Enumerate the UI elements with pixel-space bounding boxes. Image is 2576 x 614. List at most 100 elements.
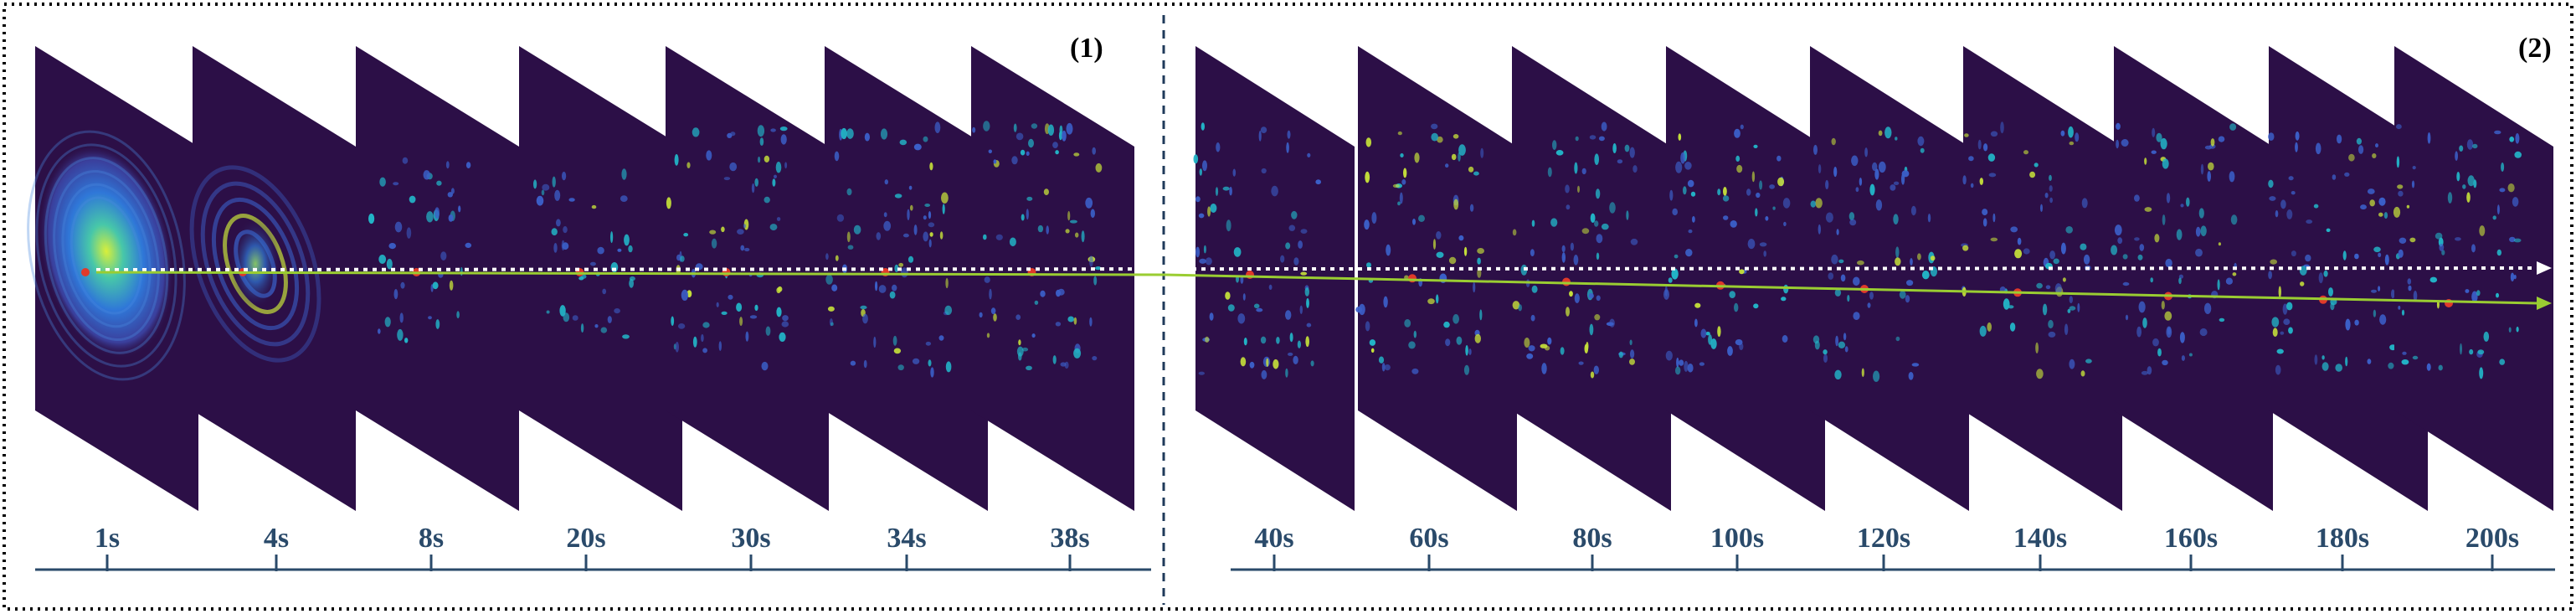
speckle-dot xyxy=(1629,147,1635,158)
speckle-dot xyxy=(1408,341,1416,349)
speckle-dot xyxy=(388,243,397,250)
speckle-dot xyxy=(2116,139,2120,149)
speckle-dot xyxy=(2142,317,2147,328)
speckle-dot xyxy=(1629,339,1632,346)
speckle-dot xyxy=(1990,237,1998,242)
speckle-frame-80s xyxy=(1512,46,1671,511)
speckle-dot xyxy=(1671,268,1679,280)
speckle-dot xyxy=(1463,246,1468,256)
speckle-dot xyxy=(876,232,882,240)
speckle-dot xyxy=(399,312,404,323)
speckle-dot xyxy=(1243,338,1247,346)
speckle-dot xyxy=(2396,124,2402,130)
speckle-dot xyxy=(2408,285,2412,292)
speckle-dot xyxy=(721,311,728,315)
speckle-dot xyxy=(2225,277,2233,285)
speckle-dot xyxy=(2036,282,2043,289)
speckle-dot xyxy=(1477,248,1484,254)
speckle-dot xyxy=(923,231,928,242)
speckle-dot xyxy=(2141,370,2148,375)
speckle-dot xyxy=(1386,244,1391,256)
speckle-dot xyxy=(1058,131,1062,141)
speckle-dot xyxy=(1383,296,1388,308)
tracked-point-marker xyxy=(81,268,90,276)
speckle-dot xyxy=(1838,259,1844,264)
speckle-dot xyxy=(709,230,717,235)
speckle-dot xyxy=(2438,364,2443,371)
speckle-dot xyxy=(2034,163,2039,168)
speckle-dot xyxy=(2217,279,2220,291)
speckle-dot xyxy=(836,214,845,222)
speckle-dot xyxy=(1893,181,1900,185)
speckle-dot xyxy=(423,170,430,180)
speckle-dot xyxy=(1555,150,1564,156)
speckle-dot xyxy=(546,310,550,314)
speckle-dot xyxy=(2040,204,2043,212)
speckle-dot xyxy=(1458,144,1466,156)
speckle-dot xyxy=(2396,156,2400,168)
speckle-dot xyxy=(716,302,719,307)
speckle-dot xyxy=(2479,367,2484,379)
speckle-dot xyxy=(2507,183,2515,193)
speckle-dot xyxy=(2269,196,2276,201)
speckle-dot xyxy=(1381,363,1386,372)
speckle-dot xyxy=(1432,239,1437,250)
speckle-dot xyxy=(1747,239,1756,250)
speckle-dot xyxy=(2157,348,2162,357)
speckle-dot xyxy=(379,177,386,187)
speckle-dot xyxy=(559,305,566,317)
speckle-dot xyxy=(2337,134,2342,144)
speckle-dot xyxy=(447,192,453,198)
speckle-dot xyxy=(580,323,584,333)
frame-background xyxy=(666,46,829,511)
speckle-dot xyxy=(2384,254,2389,266)
speckle-dot xyxy=(1861,368,1864,378)
speckle-dot xyxy=(1630,349,1635,359)
speckle-dot xyxy=(1413,330,1417,338)
speckle-dot xyxy=(2060,130,2065,137)
time-label-38s: 38s xyxy=(1050,523,1089,554)
speckle-dot xyxy=(1834,288,1842,297)
speckle-dot xyxy=(2402,351,2407,355)
speckle-dot xyxy=(2151,150,2157,154)
speckle-dot xyxy=(1364,219,1370,230)
speckle-dot xyxy=(1699,362,1704,366)
speckle-dot xyxy=(541,189,545,196)
speckle-dot xyxy=(1233,247,1242,257)
speckle-dot xyxy=(1810,200,1817,208)
speckle-dot xyxy=(2367,359,2372,364)
speckle-dot xyxy=(825,274,833,285)
speckle-dot xyxy=(1988,173,1997,178)
speckle-dot xyxy=(1679,359,1684,366)
speckle-dot xyxy=(2122,281,2130,286)
speckle-dot xyxy=(774,174,777,178)
speckle-dot xyxy=(1618,351,1623,359)
speckle-dot xyxy=(1055,150,1059,155)
speckle-dot xyxy=(1834,369,1842,379)
speckle-dot xyxy=(988,149,993,154)
speckle-dot xyxy=(552,176,556,188)
speckle-dot xyxy=(2138,301,2146,313)
speckle-dot xyxy=(1397,131,1402,136)
speckle-dot xyxy=(2459,145,2464,152)
speckle-dot xyxy=(2210,138,2215,147)
speckle-dot xyxy=(1853,312,1860,320)
speckle-dot xyxy=(2065,226,2073,234)
reference-arrowhead xyxy=(2537,261,2552,275)
speckle-dot xyxy=(675,342,679,353)
speckle-dot xyxy=(1371,212,1377,224)
speckle-dot xyxy=(853,224,861,235)
speckle-dot xyxy=(671,316,675,327)
frame-background xyxy=(971,46,1134,511)
speckle-dot xyxy=(1723,187,1727,196)
speckle-dot xyxy=(2069,141,2075,146)
speckle-dot xyxy=(1869,292,1874,300)
frame-background xyxy=(519,46,682,511)
speckle-dot xyxy=(2069,296,2073,303)
speckle-dot xyxy=(1092,147,1096,155)
speckle-dot xyxy=(1848,212,1855,221)
tracked-point-marker xyxy=(1408,274,1417,283)
speckle-dot xyxy=(1026,209,1029,220)
speckle-dot xyxy=(1040,290,1046,297)
speckle-dot xyxy=(764,155,770,163)
